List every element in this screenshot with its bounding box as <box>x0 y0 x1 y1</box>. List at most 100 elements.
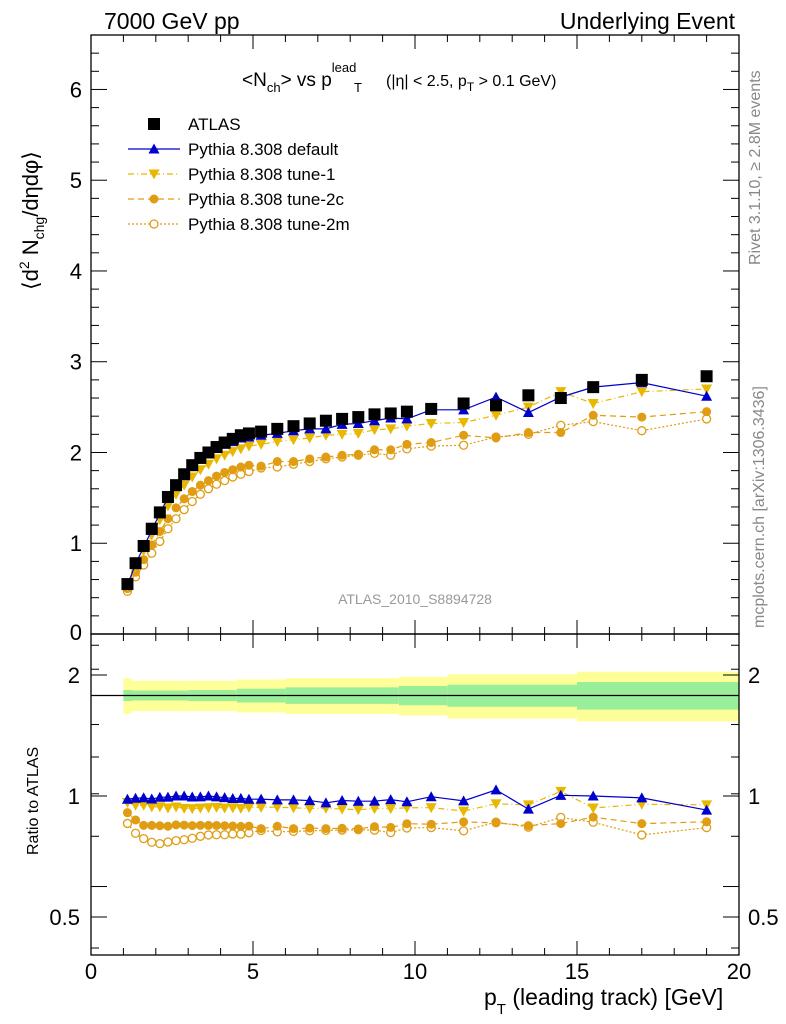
ratio-y-tick-label-right: 0.5 <box>748 905 779 930</box>
ratio-point-pythia-8-308-default <box>194 791 206 802</box>
ratio-point-pythia-8-308-tune-2c <box>195 820 205 830</box>
ratio-point-pythia-8-308-tune-2c <box>203 820 213 830</box>
ratio-point-pythia-8-308-tune-2c <box>321 824 331 834</box>
point-pythia-8-308-tune-2c <box>195 480 205 490</box>
point-atlas <box>121 578 134 591</box>
ratio-point-pythia-8-308-tune-2m <box>130 828 141 838</box>
ratio-point-pythia-8-308-default <box>425 791 437 802</box>
ratio-point-pythia-8-308-tune-1 <box>178 803 190 814</box>
ratio-point-pythia-8-308-default <box>490 784 502 795</box>
point-pythia-8-308-tune-2m <box>155 536 165 547</box>
point-pythia-8-308-tune-2c <box>459 430 469 440</box>
header-right-label: Underlying Event <box>560 8 736 34</box>
ratio-point-pythia-8-308-tune-2c <box>236 821 246 831</box>
point-atlas <box>153 506 166 519</box>
legend-marker-atlas <box>148 118 160 130</box>
ratio-point-pythia-8-308-tune-2c <box>163 821 173 831</box>
ratio-point-pythia-8-308-tune-1 <box>336 804 348 815</box>
ratio-point-pythia-8-308-default <box>162 791 174 802</box>
ratio-point-pythia-8-308-tune-1 <box>235 803 247 814</box>
ratio-point-pythia-8-308-tune-2m <box>637 830 647 840</box>
point-pythia-8-308-tune-2c <box>187 487 197 497</box>
x-tick-label: 15 <box>565 959 589 984</box>
point-atlas <box>587 381 600 394</box>
ratio-point-pythia-8-308-tune-2c <box>187 821 197 831</box>
point-pythia-8-308-default <box>320 423 332 434</box>
x-tick-label: 0 <box>85 959 97 984</box>
ratio-point-pythia-8-308-default <box>352 795 364 806</box>
ratio-point-pythia-8-308-tune-1 <box>146 802 158 813</box>
ratio-point-pythia-8-308-tune-2c <box>220 821 230 831</box>
series-line-pythia-8-308-tune-2m <box>126 418 707 592</box>
point-pythia-8-308-default <box>701 390 713 401</box>
ratio-point-pythia-8-308-tune-2c <box>179 820 189 830</box>
point-pythia-8-308-tune-1 <box>385 424 397 435</box>
ratio-point-pythia-8-308-tune-2c <box>353 824 363 834</box>
point-pythia-8-308-tune-2m <box>187 496 197 507</box>
ratio-point-pythia-8-308-tune-1 <box>211 802 223 813</box>
ratio-point-pythia-8-308-tune-1 <box>369 804 380 815</box>
point-atlas <box>242 427 255 440</box>
point-atlas <box>425 402 438 415</box>
ratio-point-pythia-8-308-default <box>458 795 470 806</box>
x-tick-label: 10 <box>403 959 427 984</box>
point-atlas <box>457 397 470 410</box>
ratio-point-pythia-8-308-tune-2m <box>211 830 222 840</box>
point-atlas <box>384 407 397 420</box>
ratio-point-pythia-8-308-tune-1 <box>219 803 231 814</box>
point-pythia-8-308-tune-2m <box>203 484 214 494</box>
point-atlas <box>368 408 381 421</box>
ratio-point-pythia-8-308-tune-2c <box>523 821 533 831</box>
ratio-point-pythia-8-308-tune-1 <box>255 802 267 813</box>
ratio-point-pythia-8-308-tune-2c <box>305 823 315 833</box>
point-atlas <box>635 373 648 386</box>
analysis-id-label: ATLAS_2010_S8894728 <box>338 591 492 607</box>
ratio-y-axis-label: Ratio to ATLAS <box>25 747 42 855</box>
ratio-point-pythia-8-308-default <box>587 790 599 801</box>
ratio-point-pythia-8-308-default <box>636 792 648 803</box>
legend-label-pythia-8-308-tune-2m: Pythia 8.308 tune-2m <box>188 215 350 234</box>
point-pythia-8-308-default <box>401 413 413 424</box>
point-pythia-8-308-tune-2c <box>386 445 396 455</box>
ratio-point-pythia-8-308-tune-2c <box>139 820 149 830</box>
point-pythia-8-308-default <box>490 391 502 402</box>
point-atlas <box>352 411 365 424</box>
ratio-point-pythia-8-308-tune-2c <box>131 815 141 825</box>
ratio-point-pythia-8-308-tune-2m <box>147 837 157 847</box>
ratio-point-pythia-8-308-default <box>385 794 397 805</box>
rivet-version-label: Rivet 3.1.10, ≥ 2.8M events <box>747 70 764 265</box>
point-pythia-8-308-tune-2c <box>588 410 598 420</box>
point-pythia-8-308-tune-2m <box>163 524 173 534</box>
legend-label-pythia-8-308-default: Pythia 8.308 default <box>188 140 339 159</box>
x-axis-label: pT (leading track) [GeV] <box>484 984 723 1018</box>
ratio-point-pythia-8-308-tune-2m <box>228 829 238 839</box>
ratio-line-pythia-8-308-tune-1 <box>127 790 707 812</box>
ratio-point-pythia-8-308-default <box>522 803 534 814</box>
point-pythia-8-308-tune-2c <box>370 445 379 455</box>
ratio-point-pythia-8-308-tune-1 <box>194 803 206 814</box>
point-pythia-8-308-tune-2c <box>491 433 501 443</box>
ratio-point-pythia-8-308-tune-1 <box>138 800 150 811</box>
ratio-line-pythia-8-308-tune-2m <box>126 816 707 845</box>
point-atlas <box>319 414 332 427</box>
y-axis-label: ⟨d2 Nchg/dηdφ⟩ <box>16 151 47 290</box>
ratio-point-pythia-8-308-tune-2m <box>187 833 197 843</box>
ratio-point-pythia-8-308-default <box>146 793 158 804</box>
ratio-point-pythia-8-308-tune-1 <box>186 804 198 815</box>
point-pythia-8-308-tune-1 <box>219 450 231 461</box>
point-atlas <box>400 405 413 418</box>
ratio-point-pythia-8-308-tune-2c <box>155 821 165 831</box>
point-pythia-8-308-tune-2c <box>289 457 298 467</box>
ratio-point-pythia-8-308-tune-1 <box>271 802 283 813</box>
point-pythia-8-308-tune-2m <box>171 514 181 524</box>
point-atlas <box>161 490 174 503</box>
ratio-point-pythia-8-308-tune-1 <box>170 802 182 813</box>
point-pythia-8-308-tune-2c <box>203 476 213 486</box>
ratio-point-pythia-8-308-tune-2m <box>155 838 165 849</box>
y-tick-label: 2 <box>70 440 82 465</box>
legend-marker-pythia-8-308-default <box>148 143 160 154</box>
ratio-point-pythia-8-308-default <box>186 791 198 802</box>
point-pythia-8-308-tune-2c <box>353 449 363 459</box>
point-pythia-8-308-tune-1 <box>288 435 299 446</box>
